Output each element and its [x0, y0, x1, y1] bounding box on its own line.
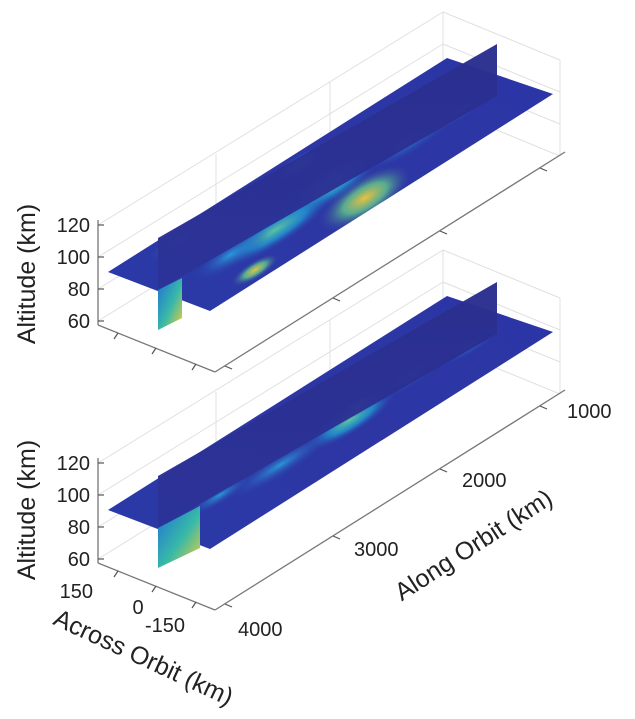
along-tick-label: 2000	[462, 470, 507, 492]
across-tick-label: -150	[145, 615, 185, 637]
top-panel-surface	[108, 44, 553, 330]
bottom-ztick-label: 80	[68, 517, 90, 539]
along-tick-label: 3000	[354, 539, 399, 561]
bottom-panel-surface	[108, 282, 553, 568]
bottom-ztick-label: 60	[68, 549, 90, 571]
across-ticks: 150 0 -150	[60, 581, 185, 637]
bottom-ztick-label: 100	[57, 485, 90, 507]
along-tick-label: 4000	[238, 619, 283, 641]
top-z-ticks: 120 100 80 60	[57, 215, 90, 333]
along-ticks: 1000 2000 3000 4000	[238, 401, 612, 641]
bottom-panel-ticks	[98, 405, 548, 609]
top-ztick-label: 120	[57, 215, 90, 237]
along-tick-label: 1000	[567, 401, 612, 423]
bottom-z-ticks: 120 100 80 60	[57, 453, 90, 571]
top-z-axis-title: Altitude (km)	[13, 204, 41, 344]
top-panel-ticks	[98, 167, 548, 371]
across-tick-label: 150	[60, 581, 93, 603]
across-tick-label: 0	[132, 597, 143, 619]
along-axis-title: Along Orbit (km)	[390, 484, 558, 607]
bottom-ztick-label: 120	[57, 453, 90, 475]
top-ztick-label: 80	[68, 279, 90, 301]
top-ztick-label: 100	[57, 247, 90, 269]
top-ztick-label: 60	[68, 311, 90, 333]
bottom-z-axis-title: Altitude (km)	[13, 440, 41, 580]
across-axis-title: Across Orbit (km)	[49, 604, 237, 712]
